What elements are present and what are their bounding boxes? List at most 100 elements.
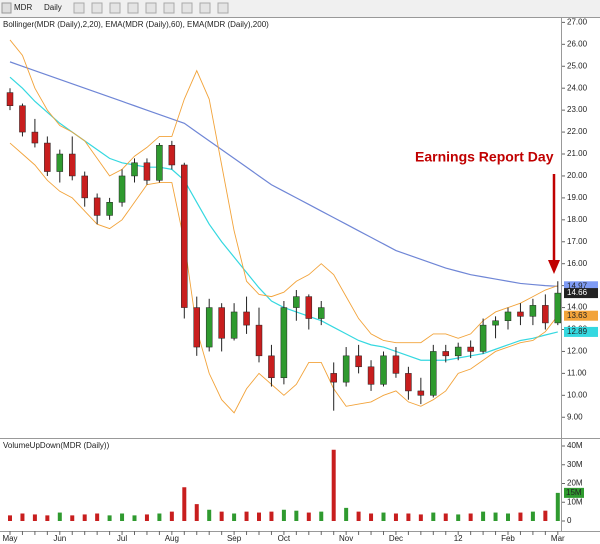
volume-bar xyxy=(281,509,286,521)
price-tag: 14.97 xyxy=(567,281,588,290)
candle-body xyxy=(554,292,562,324)
volume-bar xyxy=(468,513,473,521)
volume-bar xyxy=(32,514,37,521)
volume-bar xyxy=(157,513,162,521)
volume-bar xyxy=(95,513,100,521)
volume-bar xyxy=(57,512,62,521)
y-tick-label: 20.00 xyxy=(567,171,588,180)
y-tick-label: 9.00 xyxy=(567,412,583,421)
candle-body xyxy=(293,296,300,308)
y-tick-label: 16.00 xyxy=(567,259,588,268)
x-tick-label: Dec xyxy=(389,534,403,543)
y-tick-label: 10.00 xyxy=(567,390,588,399)
volume-bar xyxy=(144,514,149,521)
indicator-line xyxy=(9,142,559,414)
candle-body xyxy=(255,324,263,357)
volume-bar xyxy=(194,504,199,521)
volume-bar xyxy=(207,509,212,521)
x-tick-label: Sep xyxy=(227,534,242,543)
y-tick-label: 17.00 xyxy=(567,237,588,246)
candle-body xyxy=(280,307,288,379)
volume-bar xyxy=(481,511,486,521)
y-tick-label: 24.00 xyxy=(567,83,588,92)
candle-body xyxy=(143,162,151,181)
candle-body xyxy=(305,296,313,319)
x-tick-label: Mar xyxy=(551,534,565,543)
x-tick-label: Aug xyxy=(165,534,179,543)
candle-body xyxy=(118,175,126,203)
volume-bar xyxy=(219,511,224,521)
candle-body xyxy=(367,366,375,385)
volume-bar xyxy=(543,510,548,521)
candle-body xyxy=(181,164,188,308)
candle-body xyxy=(355,355,362,368)
volume-bar xyxy=(369,513,374,521)
indicator-line xyxy=(9,61,558,287)
volume-bar xyxy=(431,512,436,521)
y-tick-label: 19.00 xyxy=(567,193,588,202)
candle-body xyxy=(218,307,225,339)
y-tick-label: 18.00 xyxy=(567,215,588,224)
tool-button[interactable] xyxy=(163,2,175,14)
interval[interactable]: Daily xyxy=(44,3,62,12)
candle-body xyxy=(44,142,51,172)
annotation-arrowhead xyxy=(548,260,560,274)
candle-body xyxy=(19,105,26,133)
x-tick-label: Oct xyxy=(278,534,291,543)
volume-bar xyxy=(381,512,386,521)
candle-body xyxy=(392,355,400,374)
candle-body xyxy=(467,346,474,352)
volume-bar xyxy=(70,515,75,521)
candle-body xyxy=(318,307,325,319)
y-tick-label: 11.00 xyxy=(567,368,587,377)
candle-body xyxy=(330,373,337,383)
volume-bar xyxy=(20,513,25,521)
candle-body xyxy=(31,131,39,144)
symbol[interactable]: MDR xyxy=(14,3,32,12)
tool-button[interactable] xyxy=(217,2,229,14)
y-tick-label: 26.00 xyxy=(567,39,588,48)
volume-tag: 15M xyxy=(566,488,582,497)
price-panel-title: Bollinger(MDR (Daily),2,20), EMA(MDR (Da… xyxy=(3,20,269,29)
volume-bar xyxy=(132,515,137,521)
tool-button[interactable] xyxy=(109,2,121,14)
candle-body xyxy=(106,202,113,216)
volume-bar xyxy=(331,449,336,521)
tool-button[interactable] xyxy=(91,2,103,14)
y-tick-label: 12.00 xyxy=(567,347,588,356)
y-tick-label: 10M xyxy=(567,497,583,506)
tool-button[interactable] xyxy=(181,2,193,14)
tool-button[interactable] xyxy=(73,2,85,14)
y-tick-label: 0 xyxy=(567,516,572,525)
x-tick-label: Jun xyxy=(53,534,66,543)
candle-body xyxy=(529,305,537,317)
candle-body xyxy=(243,311,250,326)
volume-panel-title: VolumeUpDown(MDR (Daily)) xyxy=(3,441,110,450)
candle-body xyxy=(479,324,487,352)
volume-bar xyxy=(8,515,12,521)
price-tag: 13.63 xyxy=(567,311,588,320)
toolbar-icon[interactable] xyxy=(1,2,12,14)
tool-button[interactable] xyxy=(127,2,139,14)
candle-body xyxy=(517,311,524,317)
candle-body xyxy=(268,355,275,379)
volume-bar xyxy=(82,514,87,521)
tool-button[interactable] xyxy=(199,2,211,14)
price-tag: 12.89 xyxy=(567,327,588,336)
price-tag-bg xyxy=(564,326,598,337)
tool-button[interactable] xyxy=(145,2,157,14)
x-tick-label: 12 xyxy=(454,534,463,543)
candle-body xyxy=(168,144,176,166)
volume-bar xyxy=(344,507,349,521)
indicator-line xyxy=(9,39,558,344)
volume-bar xyxy=(518,512,523,521)
y-tick-label: 14.00 xyxy=(567,303,588,312)
toolbar-buttons xyxy=(73,2,229,14)
y-tick-label: 20M xyxy=(567,479,583,488)
price-tag-bg xyxy=(564,288,598,299)
toolbar xyxy=(0,0,600,17)
candle-body xyxy=(93,197,101,216)
candle-body xyxy=(542,305,549,324)
candle-body xyxy=(342,355,350,383)
price-tag-bg xyxy=(564,281,598,292)
